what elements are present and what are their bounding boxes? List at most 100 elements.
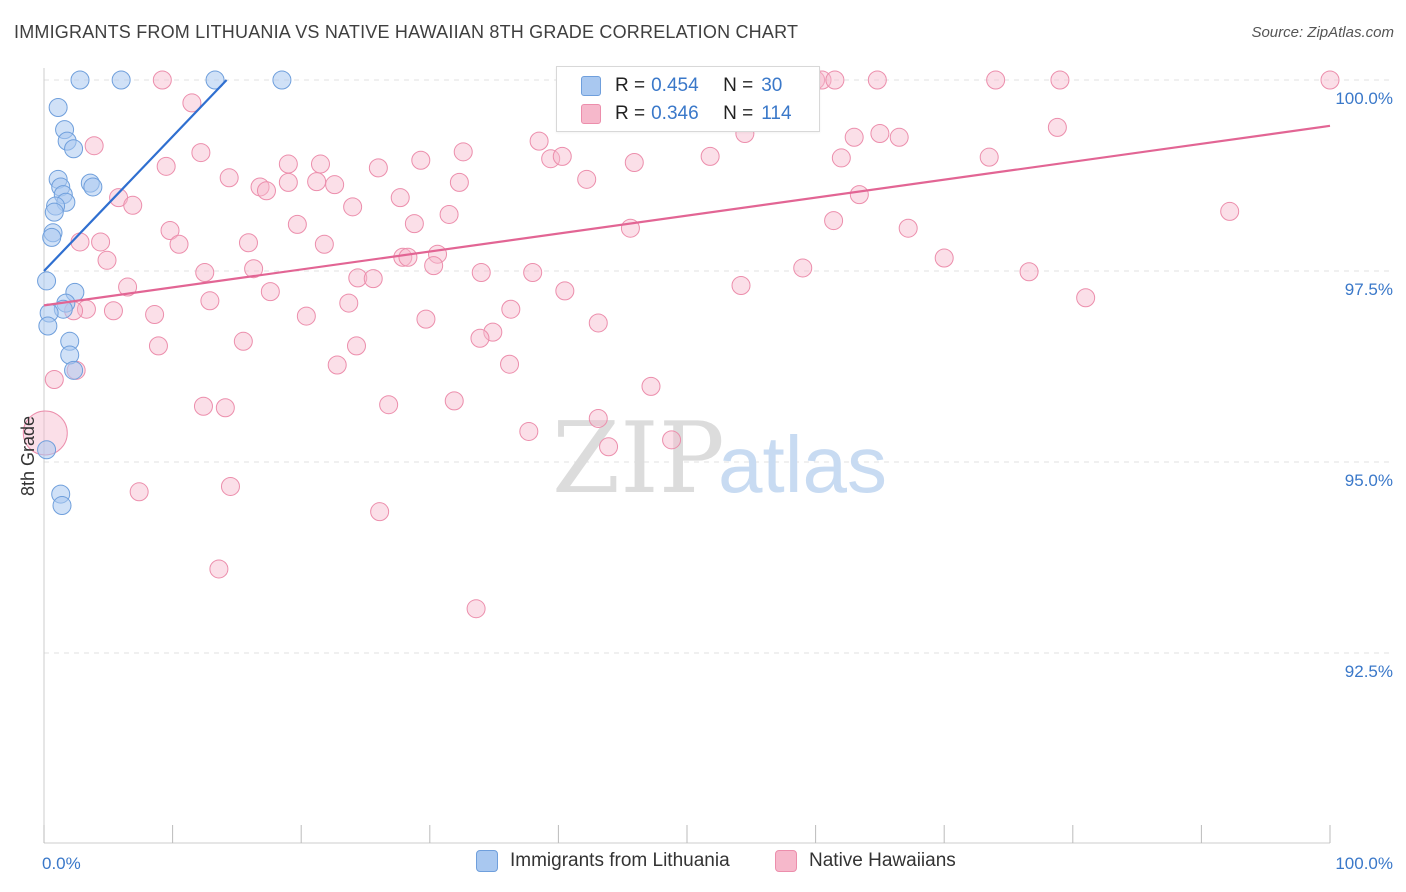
data-point-native-hawaiians[interactable]: [599, 437, 619, 457]
data-point-native-hawaiians[interactable]: [287, 214, 307, 234]
legend-item-lithuania[interactable]: Immigrants from Lithuania: [476, 850, 730, 872]
data-point-native-hawaiians[interactable]: [979, 147, 999, 167]
data-point-native-hawaiians[interactable]: [934, 248, 954, 268]
data-point-native-hawaiians[interactable]: [278, 154, 298, 174]
data-point-native-hawaiians[interactable]: [103, 301, 123, 321]
data-point-native-hawaiians[interactable]: [84, 136, 104, 156]
data-point-native-hawaiians[interactable]: [529, 131, 549, 151]
data-point-lithuania[interactable]: [37, 440, 57, 460]
data-point-native-hawaiians[interactable]: [889, 127, 909, 147]
data-point-native-hawaiians[interactable]: [327, 355, 347, 375]
data-point-native-hawaiians[interactable]: [1076, 288, 1096, 308]
data-point-native-hawaiians[interactable]: [145, 305, 165, 325]
data-point-native-hawaiians[interactable]: [898, 218, 918, 238]
data-point-lithuania[interactable]: [205, 70, 225, 90]
data-point-native-hawaiians[interactable]: [411, 150, 431, 170]
data-point-native-hawaiians[interactable]: [368, 158, 388, 178]
data-point-lithuania[interactable]: [70, 70, 90, 90]
data-point-native-hawaiians[interactable]: [244, 259, 264, 279]
data-point-native-hawaiians[interactable]: [91, 232, 111, 252]
data-point-lithuania[interactable]: [111, 70, 131, 90]
data-point-native-hawaiians[interactable]: [867, 70, 887, 90]
data-point-native-hawaiians[interactable]: [449, 172, 469, 192]
data-point-native-hawaiians[interactable]: [398, 247, 418, 267]
data-point-native-hawaiians[interactable]: [453, 142, 473, 162]
data-point-native-hawaiians[interactable]: [466, 599, 486, 619]
data-point-native-hawaiians[interactable]: [662, 430, 682, 450]
data-point-native-hawaiians[interactable]: [541, 149, 561, 169]
data-point-lithuania[interactable]: [52, 496, 72, 516]
data-point-native-hawaiians[interactable]: [379, 395, 399, 415]
data-point-lithuania[interactable]: [42, 227, 62, 247]
data-point-native-hawaiians[interactable]: [191, 143, 211, 163]
data-point-native-hawaiians[interactable]: [193, 396, 213, 416]
data-point-lithuania[interactable]: [83, 177, 103, 197]
data-point-native-hawaiians[interactable]: [348, 268, 368, 288]
data-point-native-hawaiians[interactable]: [1050, 70, 1070, 90]
data-point-native-hawaiians[interactable]: [624, 153, 644, 173]
data-point-native-hawaiians[interactable]: [219, 168, 239, 188]
data-point-native-hawaiians[interactable]: [471, 263, 491, 283]
data-point-native-hawaiians[interactable]: [195, 263, 215, 283]
data-point-native-hawaiians[interactable]: [424, 256, 444, 276]
data-point-native-hawaiians[interactable]: [200, 291, 220, 311]
data-point-native-hawaiians[interactable]: [444, 391, 464, 411]
data-point-lithuania[interactable]: [64, 360, 84, 380]
data-point-native-hawaiians[interactable]: [169, 234, 189, 254]
data-point-native-hawaiians[interactable]: [1047, 117, 1067, 137]
data-point-native-hawaiians[interactable]: [439, 204, 459, 224]
data-point-native-hawaiians[interactable]: [793, 258, 813, 278]
data-point-native-hawaiians[interactable]: [310, 154, 330, 174]
data-point-native-hawaiians[interactable]: [346, 336, 366, 356]
data-point-native-hawaiians[interactable]: [849, 185, 869, 205]
data-point-native-hawaiians[interactable]: [731, 276, 751, 296]
data-point-native-hawaiians[interactable]: [256, 181, 276, 201]
data-point-native-hawaiians[interactable]: [870, 123, 890, 143]
data-point-native-hawaiians[interactable]: [123, 195, 143, 215]
data-point-native-hawaiians[interactable]: [844, 127, 864, 147]
data-point-native-hawaiians[interactable]: [70, 232, 90, 252]
data-point-native-hawaiians[interactable]: [152, 70, 172, 90]
data-point-lithuania[interactable]: [48, 98, 68, 118]
data-point-native-hawaiians[interactable]: [588, 313, 608, 333]
data-point-native-hawaiians[interactable]: [233, 331, 253, 351]
data-point-native-hawaiians[interactable]: [44, 369, 64, 389]
data-point-native-hawaiians[interactable]: [160, 221, 180, 241]
data-point-native-hawaiians[interactable]: [314, 234, 334, 254]
data-point-lithuania[interactable]: [44, 202, 64, 222]
data-point-native-hawaiians[interactable]: [97, 250, 117, 270]
data-point-native-hawaiians[interactable]: [215, 398, 235, 418]
data-point-native-hawaiians[interactable]: [238, 233, 258, 253]
data-point-lithuania[interactable]: [37, 271, 57, 291]
data-point-native-hawaiians[interactable]: [182, 93, 202, 113]
data-point-native-hawaiians[interactable]: [470, 328, 490, 348]
data-point-native-hawaiians[interactable]: [209, 559, 229, 579]
data-point-native-hawaiians[interactable]: [307, 172, 327, 192]
data-point-native-hawaiians[interactable]: [296, 306, 316, 326]
data-point-native-hawaiians[interactable]: [1019, 262, 1039, 282]
data-point-native-hawaiians[interactable]: [555, 281, 575, 301]
data-point-native-hawaiians[interactable]: [260, 282, 280, 302]
data-point-native-hawaiians[interactable]: [523, 263, 543, 283]
data-point-native-hawaiians[interactable]: [339, 293, 359, 313]
data-point-native-hawaiians[interactable]: [700, 146, 720, 166]
data-point-native-hawaiians[interactable]: [416, 309, 436, 329]
data-point-native-hawaiians[interactable]: [370, 502, 390, 522]
data-point-native-hawaiians[interactable]: [220, 476, 240, 496]
data-point-native-hawaiians[interactable]: [831, 148, 851, 168]
data-point-native-hawaiians[interactable]: [148, 336, 168, 356]
data-point-native-hawaiians[interactable]: [156, 156, 176, 176]
data-point-native-hawaiians[interactable]: [519, 421, 539, 441]
data-point-lithuania[interactable]: [272, 70, 292, 90]
data-point-lithuania[interactable]: [38, 316, 58, 336]
data-point-native-hawaiians[interactable]: [986, 70, 1006, 90]
data-point-native-hawaiians[interactable]: [1320, 70, 1340, 90]
data-point-native-hawaiians[interactable]: [363, 269, 383, 289]
data-point-native-hawaiians[interactable]: [824, 211, 844, 231]
data-point-lithuania[interactable]: [64, 139, 84, 159]
legend-item-hawaiians[interactable]: Native Hawaiians: [775, 850, 956, 872]
data-point-native-hawaiians[interactable]: [343, 197, 363, 217]
data-point-native-hawaiians[interactable]: [500, 354, 520, 374]
data-point-native-hawaiians[interactable]: [1220, 201, 1240, 221]
data-point-native-hawaiians[interactable]: [577, 169, 597, 189]
